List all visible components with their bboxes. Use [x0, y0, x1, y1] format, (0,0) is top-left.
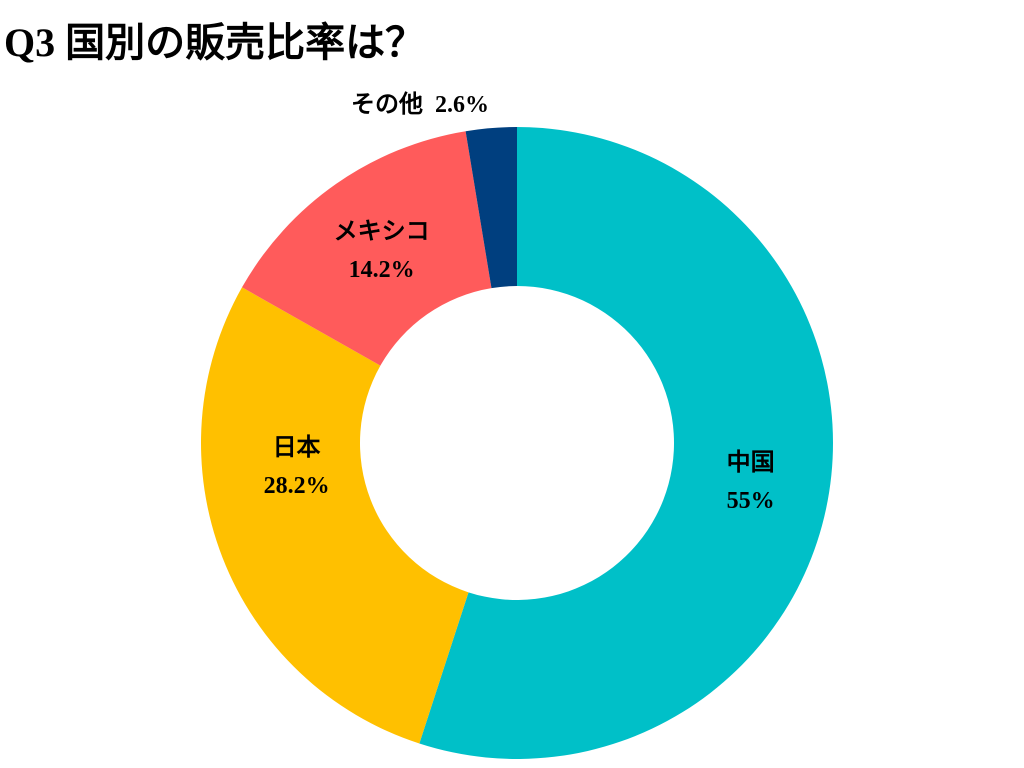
category-label: 中国 — [727, 449, 775, 476]
category-label: 日本 — [273, 434, 321, 461]
value-label: 55% — [727, 488, 775, 514]
value-label: 14.2% — [349, 257, 415, 283]
donut-slice — [242, 131, 492, 366]
donut-slice — [200, 287, 469, 744]
category-label: メキシコ — [334, 219, 430, 245]
donut-slice — [465, 127, 517, 289]
slice-label: その他 2.6% — [351, 91, 489, 118]
category-label: その他 — [351, 91, 423, 118]
value-label: 2.6% — [435, 92, 489, 118]
donut-slice — [419, 127, 833, 759]
value-label: 28.2% — [264, 473, 330, 499]
chart-title: Q3 国別の販売比率は？ — [4, 20, 425, 65]
